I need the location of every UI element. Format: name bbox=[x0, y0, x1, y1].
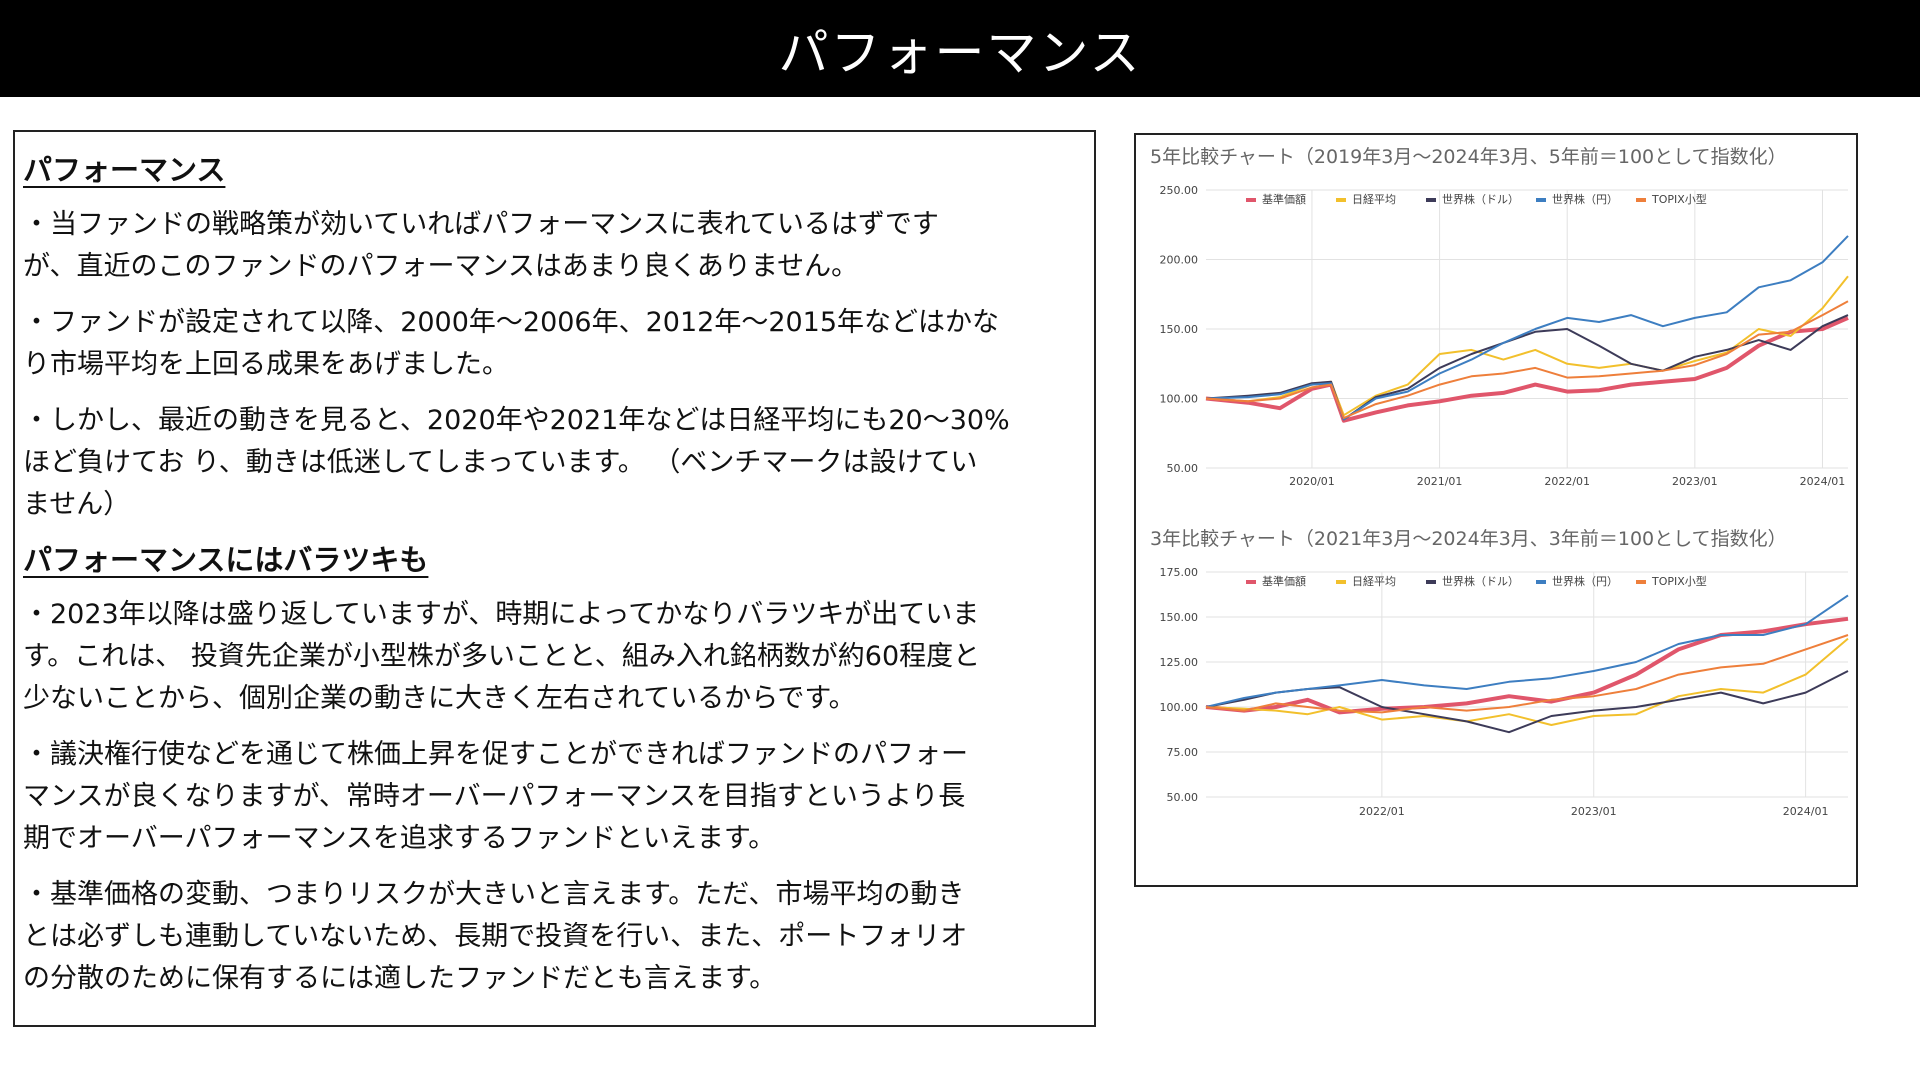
section-title-variance: パフォーマンスにはバラツキも bbox=[23, 543, 429, 577]
x-tick-label: 2021/01 bbox=[1417, 475, 1463, 488]
page-title: パフォーマンス bbox=[778, 23, 1142, 82]
legend-swatch bbox=[1636, 198, 1646, 202]
text-panel: パフォーマンス ・当ファンドの戦略策が効いていればパフォーマンスに表れているはず… bbox=[13, 130, 1096, 1027]
x-tick-label: 2020/01 bbox=[1289, 475, 1335, 488]
y-tick-label: 150.00 bbox=[1160, 611, 1199, 624]
legend-label: 世界株（円） bbox=[1552, 574, 1618, 588]
legend-swatch bbox=[1246, 198, 1256, 202]
legend-label: TOPIX小型 bbox=[1651, 192, 1707, 206]
y-tick-label: 175.00 bbox=[1160, 566, 1199, 579]
legend-label: 基準価額 bbox=[1262, 192, 1306, 206]
series-line bbox=[1205, 594, 1849, 708]
y-tick-label: 50.00 bbox=[1167, 791, 1199, 804]
y-tick-label: 125.00 bbox=[1160, 656, 1199, 669]
y-tick-label: 200.00 bbox=[1160, 254, 1199, 267]
y-tick-label: 150.00 bbox=[1160, 323, 1199, 336]
bullet-history: ・ファンドが設定されて以降、2000年〜2006年、2012年〜2015年などは… bbox=[23, 307, 1000, 380]
legend-label: 世界株（円） bbox=[1552, 192, 1618, 206]
y-tick-label: 50.00 bbox=[1167, 462, 1199, 475]
legend-swatch bbox=[1336, 580, 1346, 584]
legend-swatch bbox=[1426, 580, 1436, 584]
legend-label: TOPIX小型 bbox=[1651, 574, 1707, 588]
legend-label: 日経平均 bbox=[1352, 193, 1396, 206]
legend-swatch bbox=[1336, 198, 1346, 202]
chart-title: 5年比較チャート（2019年3月〜2024年3月、5年前＝100として指数化） bbox=[1150, 146, 1787, 168]
legend-swatch bbox=[1536, 580, 1546, 584]
series-line bbox=[1205, 314, 1849, 421]
x-tick-label: 2024/01 bbox=[1783, 805, 1829, 818]
bullet-recent: ・しかし、最近の動きを見ると、2020年や2021年などは日経平均にも20〜30… bbox=[23, 405, 1010, 520]
y-tick-label: 100.00 bbox=[1160, 393, 1199, 406]
legend-swatch bbox=[1246, 580, 1256, 584]
charts-svg: 5年比較チャート（2019年3月〜2024年3月、5年前＝100として指数化） 5… bbox=[1150, 146, 1849, 818]
x-tick-label: 2022/01 bbox=[1359, 805, 1405, 818]
legend-label: 日経平均 bbox=[1352, 575, 1396, 588]
x-tick-label: 2022/01 bbox=[1544, 475, 1590, 488]
bullet-voting: ・議決権行使などを通じて株価上昇を促すことができればファンドのパフォー マンスが… bbox=[23, 739, 968, 854]
legend-label: 世界株（ドル） bbox=[1442, 574, 1519, 588]
series-line bbox=[1205, 300, 1849, 419]
legend-label: 世界株（ドル） bbox=[1442, 192, 1519, 206]
bullet-risk: ・基準価格の変動、つまりリスクが大きいと言えます。ただ、市場平均の動き とは必ず… bbox=[23, 879, 968, 994]
y-tick-label: 100.00 bbox=[1160, 701, 1199, 714]
bullet-variance: ・2023年以降は盛り返していますが、時期によってかなりバラツキが出ていま す。… bbox=[23, 599, 981, 714]
legend-label: 基準価額 bbox=[1262, 574, 1306, 588]
series-line bbox=[1205, 235, 1849, 421]
series-line bbox=[1205, 634, 1849, 714]
chart-panel: 5年比較チャート（2019年3月〜2024年3月、5年前＝100として指数化） 5… bbox=[1134, 133, 1858, 887]
chart-title: 3年比較チャート（2021年3月〜2024年3月、3年前＝100として指数化） bbox=[1150, 528, 1787, 550]
section-title-performance: パフォーマンス bbox=[23, 153, 226, 187]
page-header: パフォーマンス bbox=[0, 0, 1920, 97]
x-tick-label: 2023/01 bbox=[1672, 475, 1718, 488]
legend-swatch bbox=[1426, 198, 1436, 202]
y-tick-label: 250.00 bbox=[1160, 184, 1199, 197]
series-line bbox=[1205, 616, 1849, 715]
bullet-strategy: ・当ファンドの戦略策が効いていればパフォーマンスに表れているはずです が、直近の… bbox=[23, 209, 939, 282]
legend-swatch bbox=[1636, 580, 1646, 584]
series-line bbox=[1205, 637, 1849, 726]
x-tick-label: 2024/01 bbox=[1800, 475, 1846, 488]
y-tick-label: 75.00 bbox=[1167, 746, 1199, 759]
x-tick-label: 2023/01 bbox=[1571, 805, 1617, 818]
legend-swatch bbox=[1536, 198, 1546, 202]
